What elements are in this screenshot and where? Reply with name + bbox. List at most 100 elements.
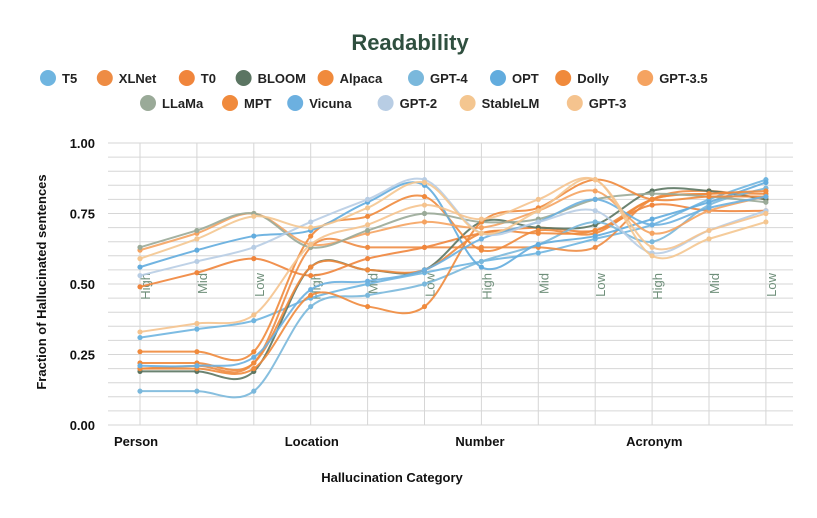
series-line — [140, 192, 766, 362]
data-point — [592, 208, 598, 214]
data-point — [251, 256, 257, 262]
y-tick-label: 0.25 — [70, 348, 95, 363]
data-point — [308, 303, 314, 310]
data-point — [592, 188, 598, 194]
data-point — [251, 318, 257, 324]
x-axis-title: Hallucination Category — [321, 470, 463, 485]
data-point — [478, 247, 484, 253]
x-axis-category-labels: Person Location Number Acronym — [114, 434, 682, 449]
x-category-label: Acronym — [626, 434, 682, 449]
data-point — [194, 258, 200, 265]
data-point — [478, 225, 484, 231]
legend-label: GPT-4 — [430, 71, 468, 86]
legend-marker — [178, 70, 195, 86]
series-line — [140, 187, 767, 399]
legend-label: LLaMa — [162, 96, 204, 111]
data-point — [592, 177, 598, 183]
data-point — [592, 233, 598, 239]
legend-label: MPT — [244, 96, 272, 111]
data-point — [137, 329, 143, 335]
level-labels: High Mid Low High Mid Low High Mid Low High Mid Low — [138, 272, 779, 299]
legend-label: Alpaca — [340, 71, 383, 86]
legend-item: T0 — [178, 70, 216, 86]
data-point — [763, 188, 769, 194]
data-point — [194, 363, 200, 369]
data-point — [251, 213, 257, 219]
data-point — [706, 227, 712, 234]
data-point — [592, 219, 598, 225]
legend-item: GPT-3.5 — [637, 70, 708, 86]
series-vicuna — [137, 193, 769, 369]
legend-label: T0 — [201, 71, 216, 86]
legend-marker — [140, 95, 156, 111]
legend-label: StableLM — [482, 96, 540, 111]
data-point — [251, 312, 257, 318]
data-point — [421, 281, 428, 287]
legend-label: Vicuna — [309, 96, 352, 111]
y-tick-label: 0.50 — [70, 277, 95, 292]
data-point — [535, 250, 541, 256]
data-point — [137, 284, 143, 290]
legend-item: OPT — [490, 70, 539, 86]
data-point — [421, 244, 428, 250]
legend-item: XLNet — [96, 70, 157, 86]
data-point — [478, 264, 484, 270]
data-point — [251, 360, 257, 366]
data-point — [535, 219, 541, 225]
data-point — [365, 244, 371, 250]
data-point — [421, 193, 428, 200]
data-point — [763, 179, 769, 186]
y-axis-title: Fraction of Hallucinated sentences — [34, 174, 49, 389]
data-point — [535, 241, 541, 248]
y-axis-ticks: 0.00 0.25 0.50 0.75 1.00 — [70, 136, 95, 433]
legend-marker — [490, 70, 506, 86]
legend-item: T5 — [40, 70, 77, 86]
data-point — [535, 208, 541, 214]
series-line — [139, 192, 766, 249]
data-point — [308, 264, 314, 270]
data-point — [649, 202, 655, 208]
series-line — [139, 189, 767, 374]
data-point — [194, 270, 200, 276]
legend-item: GPT-4 — [408, 70, 468, 86]
data-point — [365, 292, 371, 298]
data-point — [649, 244, 655, 250]
data-point — [194, 227, 200, 234]
data-point — [421, 219, 428, 225]
data-point — [308, 287, 314, 293]
legend-label: OPT — [512, 71, 539, 86]
level-label-mid: Mid — [707, 273, 722, 294]
data-point — [365, 278, 371, 284]
level-label-low: Low — [252, 272, 267, 296]
data-point — [649, 191, 655, 197]
y-tick-label: 0.75 — [70, 207, 95, 222]
series-line — [139, 203, 766, 288]
series-opt — [137, 179, 769, 271]
legend-marker — [235, 70, 252, 86]
data-point — [592, 227, 598, 234]
data-point — [251, 233, 257, 239]
data-point — [649, 216, 655, 222]
data-point — [137, 244, 143, 250]
legend-marker — [566, 95, 583, 111]
data-point — [706, 236, 712, 242]
data-point — [251, 349, 257, 355]
data-point — [706, 205, 712, 211]
data-point — [421, 202, 428, 208]
data-point — [137, 272, 143, 279]
data-point — [251, 354, 257, 360]
data-point — [365, 303, 371, 310]
legend-label: T5 — [62, 71, 77, 86]
level-label-high: High — [650, 273, 665, 300]
level-label-low: Low — [423, 272, 438, 296]
legend-item: LLaMa — [140, 95, 204, 111]
data-point — [706, 193, 712, 200]
data-point — [421, 267, 428, 273]
data-point — [365, 213, 371, 219]
data-point — [137, 349, 143, 355]
legend-item: GPT-3 — [566, 95, 626, 111]
data-point — [421, 303, 428, 310]
data-point — [365, 256, 371, 262]
level-label-mid: Mid — [195, 273, 210, 294]
